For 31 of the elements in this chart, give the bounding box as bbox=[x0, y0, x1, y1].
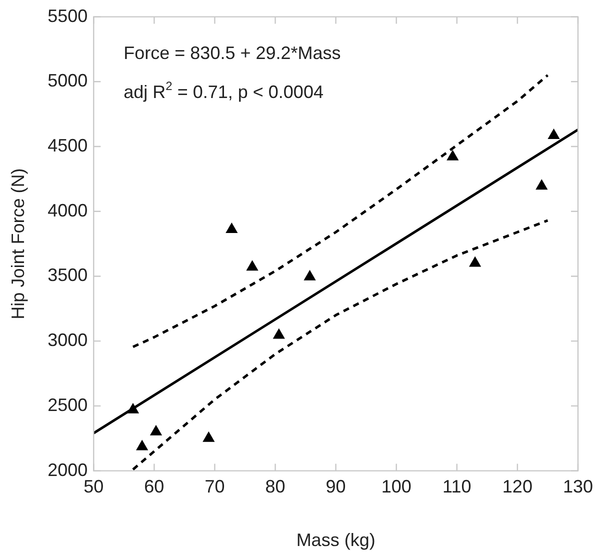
x-tick-label: 60 bbox=[144, 476, 164, 497]
x-tick-label: 70 bbox=[204, 476, 225, 497]
point bbox=[202, 432, 214, 442]
y-tick-label: 4000 bbox=[48, 200, 88, 220]
point bbox=[136, 440, 148, 450]
x-tick-label: 130 bbox=[562, 476, 594, 497]
point bbox=[304, 270, 316, 280]
point bbox=[446, 150, 458, 160]
y-tick-label: 2500 bbox=[48, 394, 88, 415]
point bbox=[536, 180, 548, 190]
point bbox=[469, 256, 481, 267]
point bbox=[273, 328, 285, 339]
y-tick-label: 5000 bbox=[48, 70, 88, 91]
x-tick-label: 90 bbox=[326, 476, 346, 497]
x-tick-label: 80 bbox=[265, 476, 286, 497]
line-series bbox=[132, 219, 549, 471]
point bbox=[226, 223, 238, 234]
point bbox=[150, 425, 162, 436]
y-tick-label: 3000 bbox=[48, 330, 88, 350]
point bbox=[548, 128, 560, 139]
annotation: Force = 830.5 + 29.2*Mass bbox=[124, 42, 341, 63]
y-tick-label: 3500 bbox=[48, 265, 88, 286]
point bbox=[246, 260, 258, 271]
y-tick-label: 5500 bbox=[48, 6, 88, 26]
y-axis-title: Hip Joint Force (N) bbox=[8, 168, 28, 320]
x-axis-title: Mass (kg) bbox=[296, 530, 376, 550]
x-tick-label: 100 bbox=[381, 476, 412, 497]
point bbox=[127, 403, 139, 414]
x-tick-label: 120 bbox=[502, 476, 532, 497]
x-tick-label: 110 bbox=[442, 476, 472, 497]
y-tick-label: 4500 bbox=[48, 135, 88, 156]
